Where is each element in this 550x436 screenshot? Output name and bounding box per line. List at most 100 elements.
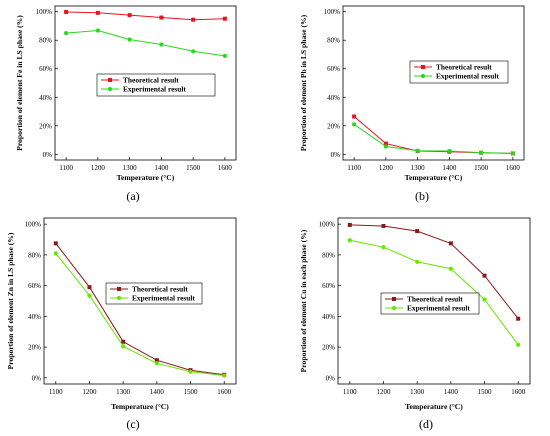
y-tick-label: 40% [327, 94, 340, 102]
legend-label: Theoretical result [436, 63, 492, 72]
data-point [383, 144, 388, 149]
data-point [127, 13, 132, 18]
series-line [353, 116, 513, 154]
y-tick-label: 20% [322, 344, 335, 352]
series-line [66, 11, 225, 21]
data-point [482, 297, 487, 302]
y-tick-label: 80% [39, 37, 52, 45]
plot-frame [342, 5, 525, 161]
data-point [347, 238, 352, 243]
y-tick-label: 100% [319, 221, 336, 229]
data-point [64, 30, 69, 36]
y-axis-label: Proportion of element Fe in LS phase (%) [15, 15, 24, 151]
y-tick-label: 40% [322, 313, 335, 321]
x-tick-label: 1200 [91, 164, 106, 172]
x-tick-label: 1100 [49, 388, 63, 396]
data-point [191, 17, 196, 22]
legend-box [380, 292, 480, 315]
y-tick-label: 0% [326, 374, 336, 382]
x-tick-label: 1600 [218, 164, 233, 172]
y-tick-label: 0% [32, 374, 42, 382]
legend-marker [116, 295, 122, 301]
data-point [479, 150, 484, 155]
legend-label: Theoretical result [123, 76, 179, 85]
y-tick-label: 60% [28, 282, 41, 290]
y-tick-label: 100% [324, 8, 341, 16]
data-point [415, 148, 420, 153]
y-tick-label: 80% [28, 251, 41, 259]
x-tick-label: 1500 [474, 164, 489, 172]
series-line [349, 224, 519, 320]
y-tick-label: 20% [28, 344, 41, 352]
series-experimental [64, 28, 227, 59]
data-point [95, 28, 100, 33]
x-tick-label: 1600 [511, 388, 526, 396]
panel-caption: (c) [126, 417, 139, 431]
data-point [159, 42, 164, 47]
legend-marker [107, 86, 113, 92]
x-tick-label: 1500 [478, 388, 493, 396]
legend-marker [421, 65, 425, 69]
x-tick-label: 1200 [82, 388, 97, 396]
data-point [448, 241, 453, 246]
series-line [66, 29, 225, 57]
y-tick-label: 0% [331, 151, 341, 159]
y-tick-label: 20% [39, 122, 52, 130]
x-tick-label: 1300 [116, 388, 131, 396]
series-line [55, 253, 225, 376]
data-point [510, 151, 515, 156]
legend-marker [420, 73, 426, 79]
y-axis-label: Proportion of element Zn in LS phase (%) [6, 232, 15, 369]
data-point [95, 10, 100, 15]
series-experimental [53, 251, 227, 378]
legend-marker [391, 305, 397, 311]
series-theoretical [53, 241, 227, 377]
data-point [154, 358, 159, 363]
x-tick-label: 1400 [150, 388, 165, 396]
data-point [352, 114, 357, 119]
panel-c: 0% 20% 40% 60% 80% 100% 1100 1200 1300 1400 1500 16… [6, 217, 237, 431]
x-tick-label: 1500 [184, 388, 199, 396]
y-tick-label: 80% [327, 37, 340, 45]
legend-marker [117, 287, 121, 291]
data-point [87, 293, 92, 298]
data-point [159, 15, 164, 20]
data-point [222, 373, 227, 378]
x-tick-label: 1200 [376, 388, 391, 396]
series-line [55, 243, 225, 376]
x-axis-label: Temperature (°C) [405, 173, 463, 182]
x-tick-label: 1400 [154, 164, 169, 172]
data-point [448, 266, 453, 271]
y-axis-label: Proportion of element Cu in each phase (… [299, 229, 308, 372]
panel-caption: (d) [419, 417, 433, 431]
legend-box [409, 60, 509, 84]
y-tick-label: 60% [327, 65, 340, 73]
panel-b: 0% 20% 40% 60% 80% 100% 1100 1200 1300 1400 1500 16… [299, 5, 525, 203]
x-tick-label: 1300 [410, 388, 425, 396]
data-point [121, 344, 126, 349]
panel-caption: (b) [415, 189, 429, 203]
data-point [347, 222, 352, 227]
y-tick-label: 20% [327, 122, 340, 130]
data-point [87, 285, 92, 290]
data-point [121, 339, 126, 344]
data-point [222, 53, 227, 59]
legend-marker [108, 78, 112, 82]
data-point [381, 245, 386, 250]
panel-a: 0% 20% 40% 60% 80% 100% 1100 1200 1300 1400 1500 16… [15, 5, 237, 203]
x-tick-label: 1100 [59, 164, 73, 172]
plot-frame [54, 5, 237, 161]
x-axis-label: Temperature (°C) [405, 402, 463, 411]
data-point [191, 49, 196, 54]
data-point [415, 229, 420, 234]
legend-label: Experimental result [407, 304, 470, 313]
y-tick-label: 60% [322, 282, 335, 290]
series-line [353, 123, 513, 154]
y-tick-label: 60% [39, 65, 52, 73]
legend-label: Theoretical result [407, 295, 463, 304]
series-theoretical [352, 114, 515, 156]
legend-box [105, 282, 203, 305]
